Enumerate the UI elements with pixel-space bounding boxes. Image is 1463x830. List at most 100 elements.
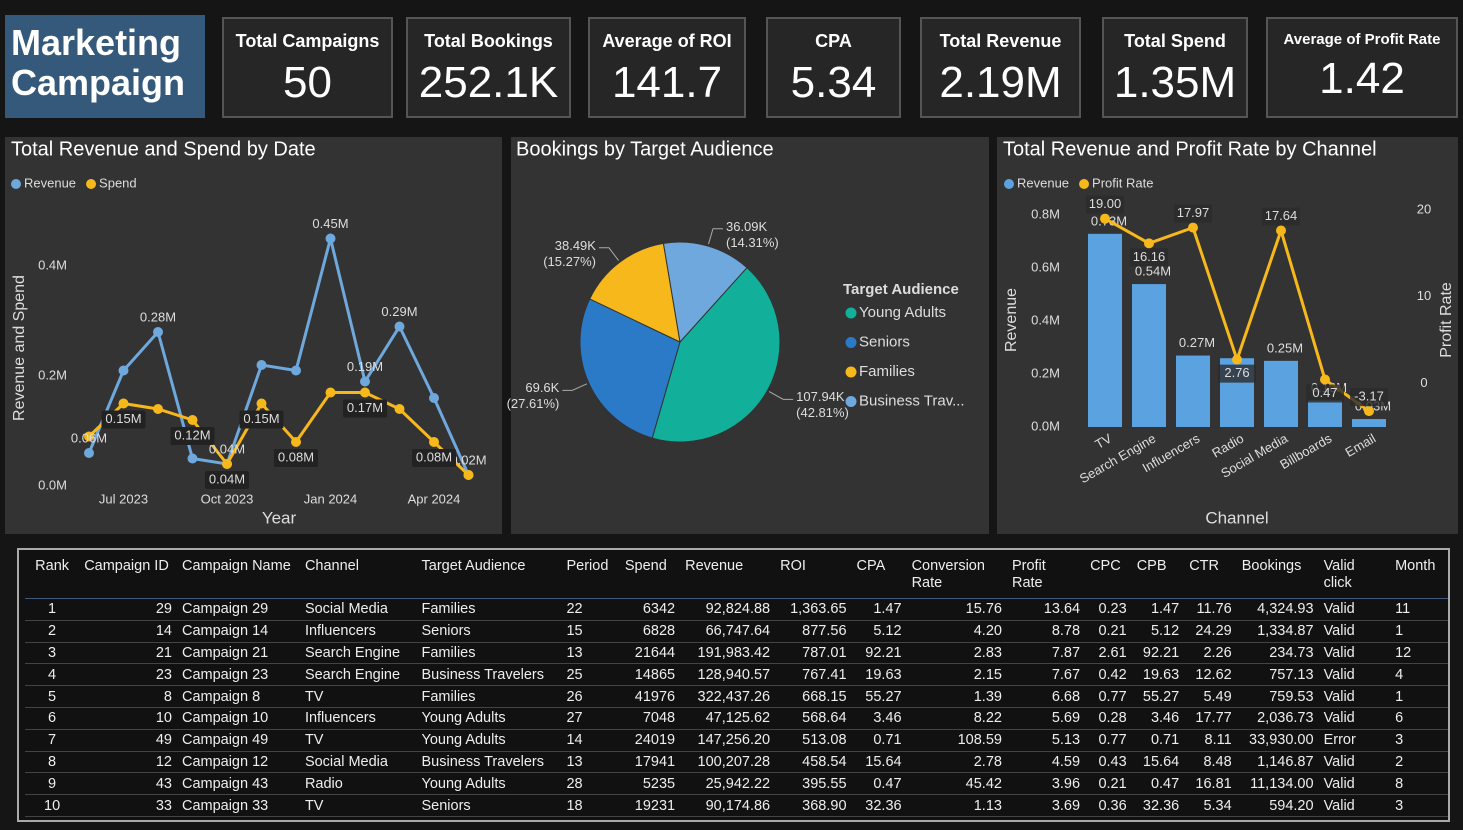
table-cell: 18 [561, 794, 620, 817]
table-cell: 33 [79, 794, 177, 817]
leader-line [708, 228, 723, 245]
column-header[interactable]: CPC [1085, 554, 1132, 599]
chart-title: Total Revenue and Profit Rate by Channel [1003, 138, 1377, 160]
table-cell: 0.71 [851, 729, 907, 752]
y-tick-label: 0.6M [1031, 260, 1060, 275]
table-cell: Campaign 8 [176, 685, 300, 708]
y2-tick-label: 10 [1417, 288, 1431, 303]
table-cell: 759.53 [1236, 685, 1319, 708]
table-cell: 2.15 [906, 663, 1007, 687]
table-cell: 32.36 [1131, 794, 1185, 817]
table-cell: 12 [79, 751, 177, 774]
table-row: 4 23 Campaign 23 Search Engine Business Trav… [25, 663, 1448, 687]
column-header[interactable]: CPB [1131, 554, 1185, 599]
column-header[interactable]: Profit Rate [1006, 554, 1086, 599]
table-cell: 15.64 [1131, 751, 1185, 774]
table-cell: 55.27 [1131, 685, 1185, 708]
table-cell: 2.78 [906, 751, 1007, 774]
column-header[interactable]: Month [1390, 554, 1448, 599]
y-tick-label: 0.2M [38, 367, 67, 382]
bar [1308, 400, 1342, 427]
table-cell: Campaign 23 [176, 663, 300, 687]
data-label: 0.04M [209, 471, 245, 486]
table-row: 7 49 Campaign 49 TV Young Adults 14 24019 147,2… [25, 729, 1448, 752]
column-header[interactable]: Campaign ID [79, 554, 177, 599]
data-label: 2.76 [1224, 365, 1249, 380]
column-header[interactable]: Valid click [1318, 554, 1391, 599]
table-row: 3 21 Campaign 21 Search Engine Families 13 216… [25, 642, 1448, 665]
data-label: 0.27M [1179, 335, 1215, 350]
table-cell: 14 [79, 620, 177, 643]
column-header[interactable]: Channel [299, 554, 417, 599]
table-cell: 45.42 [906, 772, 1007, 796]
table-cell: 100,207.28 [680, 751, 776, 774]
table-cell: 24019 [619, 729, 681, 752]
column-header[interactable]: CTR [1184, 554, 1237, 599]
dashboard-title: Marketing Campaign [5, 15, 205, 118]
kpi-card: CPA 5.34 [766, 17, 901, 118]
data-label: 0.15M [105, 411, 141, 426]
column-header[interactable]: Bookings [1236, 554, 1319, 599]
column-header[interactable]: Spend [619, 554, 681, 599]
kpi-label: CPA [815, 31, 852, 51]
point [256, 360, 267, 370]
table-cell: 15.76 [906, 598, 1007, 621]
y-tick-label: 0.2M [1031, 366, 1060, 381]
column-header[interactable]: Conversion Rate [906, 554, 1007, 599]
point [84, 431, 94, 442]
table-cell: 12.62 [1184, 663, 1237, 687]
line-panel [5, 137, 502, 534]
point [463, 470, 474, 480]
legend-label: Families [859, 363, 915, 380]
y-axis-label: Revenue and Spend [11, 275, 28, 421]
column-header[interactable]: Rank [25, 554, 80, 599]
data-label: 0.02M [450, 452, 486, 467]
pie-slice [579, 298, 681, 439]
table-cell: 14 [561, 729, 620, 752]
table-cell: TV [299, 685, 417, 708]
point [429, 437, 439, 447]
table-cell: Search Engine [299, 642, 417, 665]
point [325, 233, 336, 244]
point [222, 459, 232, 469]
table-cell: Social Media [299, 751, 417, 774]
pie-slice [662, 241, 748, 344]
table-cell: 4 [25, 663, 80, 687]
legend-label: Young Adults [859, 304, 946, 321]
table-cell: Valid [1318, 794, 1391, 817]
table-cell: Valid [1318, 642, 1391, 665]
table-cell: 15.64 [851, 751, 907, 774]
table-cell: 25,942.22 [680, 772, 776, 796]
bar [1264, 360, 1298, 427]
point [394, 321, 405, 332]
column-header[interactable]: Period [561, 554, 620, 599]
table-cell: 1 [25, 598, 80, 621]
table-cell: 6 [1390, 707, 1448, 730]
point [1276, 225, 1286, 236]
data-label: -3.17 [1354, 389, 1384, 404]
data-label: 0.08M [278, 449, 314, 464]
table-cell: 5 [25, 685, 80, 708]
table-cell: 8.11 [1184, 729, 1237, 752]
table-cell: 5.12 [851, 620, 907, 643]
table-cell: TV [299, 794, 417, 817]
data-label: 0.08M [416, 449, 452, 464]
table-cell: Business Travelers [416, 751, 562, 774]
kpi-value: 50 [283, 58, 332, 107]
column-header[interactable]: Target Audience [416, 554, 562, 599]
legend-marker [845, 307, 857, 319]
legend-label: Seniors [859, 333, 910, 350]
column-header[interactable]: Revenue [680, 554, 776, 599]
x-tick-label: TV [1092, 430, 1114, 451]
table-cell: 29 [79, 598, 177, 621]
table-cell: 368.90 [775, 794, 852, 817]
table-cell: 3 [1390, 729, 1448, 752]
legend-label: Spend [99, 175, 137, 190]
kpi-value: 1.35M [1113, 58, 1237, 107]
column-header[interactable]: CPA [851, 554, 907, 599]
bar [1088, 233, 1122, 427]
column-header[interactable]: Campaign Name [176, 554, 300, 599]
table-cell: 3.96 [1006, 772, 1086, 796]
column-header[interactable]: ROI [775, 554, 852, 599]
point [153, 404, 163, 414]
